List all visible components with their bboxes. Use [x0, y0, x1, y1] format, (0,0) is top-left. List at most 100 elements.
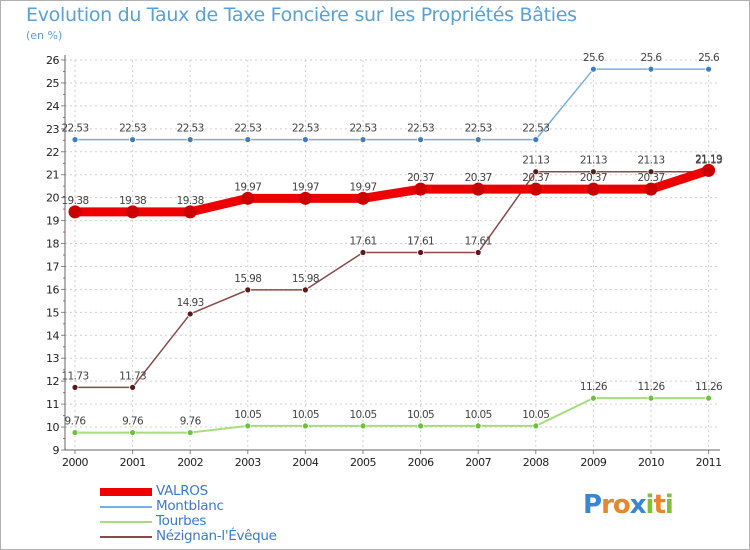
legend-label: VALROS — [156, 483, 208, 499]
data-point — [590, 168, 597, 176]
data-label: 19.38 — [177, 195, 204, 207]
legend-swatch — [100, 488, 152, 496]
data-point — [359, 422, 367, 430]
data-label: 22.53 — [465, 123, 492, 135]
y-tick-label: 17 — [46, 260, 59, 273]
data-label: 21.13 — [522, 155, 549, 167]
y-tick-label: 18 — [46, 238, 59, 251]
x-tick-label: 2007 — [465, 456, 491, 469]
data-point — [356, 191, 370, 205]
x-tick-label: 2011 — [696, 456, 722, 469]
y-axis-unit: (en %) — [26, 29, 63, 42]
legend-swatch — [100, 506, 152, 508]
data-point — [590, 394, 597, 402]
data-point — [474, 422, 482, 430]
data-point — [702, 163, 716, 177]
logo-letter: P — [583, 490, 602, 520]
data-point — [647, 65, 655, 73]
data-point — [129, 429, 137, 436]
series-line-3 — [74, 170, 710, 389]
x-tick-label: 2001 — [120, 456, 146, 469]
data-point — [590, 65, 597, 73]
grid — [65, 59, 720, 451]
y-tick-label: 11 — [46, 398, 59, 411]
data-point — [71, 383, 79, 391]
y-tick-label: 21 — [46, 169, 59, 182]
data-label: 11.26 — [695, 381, 723, 393]
data-label: 10.05 — [465, 409, 492, 421]
chart-title: Evolution du Taux de Taxe Foncière sur l… — [26, 4, 577, 26]
data-point — [532, 136, 540, 144]
data-label: 15.98 — [234, 273, 261, 285]
data-label: 22.53 — [177, 123, 204, 135]
logo-letter: x — [629, 490, 647, 520]
data-label: 9.76 — [180, 416, 202, 428]
y-tick-label: 15 — [46, 306, 59, 319]
data-label: 25.6 — [698, 52, 720, 64]
data-point — [244, 286, 252, 294]
data-label: 20.37 — [637, 172, 664, 184]
legend-label: Tourbes — [156, 513, 207, 529]
x-tick-label: 2005 — [350, 456, 376, 469]
data-point — [71, 429, 79, 436]
data-label: 21.13 — [580, 155, 607, 167]
y-tick-label: 20 — [46, 192, 59, 205]
data-label: 17.61 — [407, 235, 434, 247]
data-label: 19.97 — [349, 181, 376, 193]
x-tick-label: 2002 — [177, 456, 203, 469]
data-point — [186, 310, 194, 318]
series-layer — [68, 65, 716, 436]
data-label: 21.19 — [695, 153, 722, 165]
data-label: 22.53 — [61, 123, 88, 135]
y-tick-label: 13 — [46, 352, 59, 365]
data-label: 20.37 — [407, 172, 434, 184]
y-tick-label: 12 — [46, 375, 59, 388]
x-tick-label: 2004 — [292, 456, 318, 469]
data-label: 22.53 — [234, 123, 261, 135]
data-point — [474, 136, 482, 144]
x-tick-label: 2003 — [235, 456, 261, 469]
data-label: 22.53 — [349, 123, 376, 135]
data-point — [417, 136, 425, 144]
data-label: 22.53 — [407, 123, 434, 135]
legend-swatch — [100, 536, 152, 538]
y-tick-label: 24 — [46, 100, 59, 113]
data-point — [129, 383, 137, 391]
data-point — [647, 168, 655, 176]
legend-swatch — [100, 521, 152, 523]
y-tick-label: 16 — [46, 283, 59, 296]
data-label: 15.98 — [292, 273, 319, 285]
data-label: 25.6 — [641, 52, 663, 64]
proxiti-logo: Proxiti — [583, 490, 674, 520]
data-point — [417, 422, 425, 430]
data-label: 10.05 — [349, 409, 376, 421]
x-tick-label: 2010 — [638, 456, 664, 469]
data-label: 25.6 — [583, 52, 605, 64]
data-label: 10.05 — [234, 409, 261, 421]
data-label: 10.05 — [407, 409, 434, 421]
data-point — [241, 191, 255, 205]
data-label: 11.26 — [637, 381, 665, 393]
data-point — [359, 136, 367, 144]
data-point — [301, 286, 309, 294]
y-tick-label: 25 — [46, 77, 59, 90]
data-point — [647, 394, 655, 402]
axes: 9 10 11 12 13 14 15 16 17 18 19 20 21 22 23 24 25 26 2000 2… — [46, 54, 722, 469]
data-point — [586, 182, 600, 196]
data-labels: 19.38 19.38 19.38 19.97 19.97 19.97 20.37 20.37… — [61, 52, 723, 427]
data-point — [532, 422, 540, 430]
data-point — [359, 249, 367, 256]
data-label: 20.37 — [580, 172, 607, 184]
data-point — [532, 168, 540, 176]
x-tick-label: 2008 — [523, 456, 549, 469]
x-tick-label: 2000 — [62, 456, 88, 469]
data-label: 9.76 — [122, 416, 144, 428]
series-line-0 — [70, 165, 714, 217]
legend-label: Montblanc — [156, 498, 224, 514]
logo-letter: i — [664, 490, 674, 520]
data-point — [705, 65, 712, 73]
data-label: 17.61 — [349, 235, 376, 247]
data-point — [71, 136, 79, 144]
data-point — [186, 429, 194, 436]
data-point — [126, 205, 140, 219]
